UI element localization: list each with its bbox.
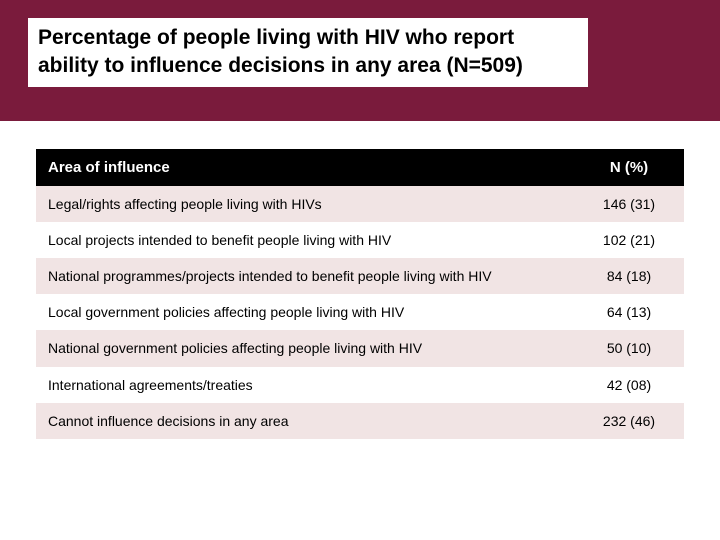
cell-n: 102 (21) xyxy=(574,222,684,258)
col-header-area: Area of influence xyxy=(36,149,574,186)
table-row: National government policies affecting p… xyxy=(36,330,684,366)
influence-table: Area of influence N (%) Legal/rights aff… xyxy=(36,149,684,439)
table-row: International agreements/treaties 42 (08… xyxy=(36,367,684,403)
cell-n: 146 (31) xyxy=(574,186,684,222)
page-title: Percentage of people living with HIV who… xyxy=(28,18,588,87)
cell-area: International agreements/treaties xyxy=(36,367,574,403)
cell-area: Legal/rights affecting people living wit… xyxy=(36,186,574,222)
col-header-n: N (%) xyxy=(574,149,684,186)
cell-n: 64 (13) xyxy=(574,294,684,330)
table-row: Cannot influence decisions in any area 2… xyxy=(36,403,684,439)
cell-n: 84 (18) xyxy=(574,258,684,294)
table-row: Legal/rights affecting people living wit… xyxy=(36,186,684,222)
cell-area: Local projects intended to benefit peopl… xyxy=(36,222,574,258)
table-row: Local projects intended to benefit peopl… xyxy=(36,222,684,258)
table-row: National programmes/projects intended to… xyxy=(36,258,684,294)
cell-area: Cannot influence decisions in any area xyxy=(36,403,574,439)
cell-area: Local government policies affecting peop… xyxy=(36,294,574,330)
cell-n: 50 (10) xyxy=(574,330,684,366)
table-row: Local government policies affecting peop… xyxy=(36,294,684,330)
title-banner: Percentage of people living with HIV who… xyxy=(0,0,720,121)
content-area: Area of influence N (%) Legal/rights aff… xyxy=(0,121,720,439)
table-header-row: Area of influence N (%) xyxy=(36,149,684,186)
cell-n: 42 (08) xyxy=(574,367,684,403)
cell-area: National government policies affecting p… xyxy=(36,330,574,366)
cell-n: 232 (46) xyxy=(574,403,684,439)
cell-area: National programmes/projects intended to… xyxy=(36,258,574,294)
